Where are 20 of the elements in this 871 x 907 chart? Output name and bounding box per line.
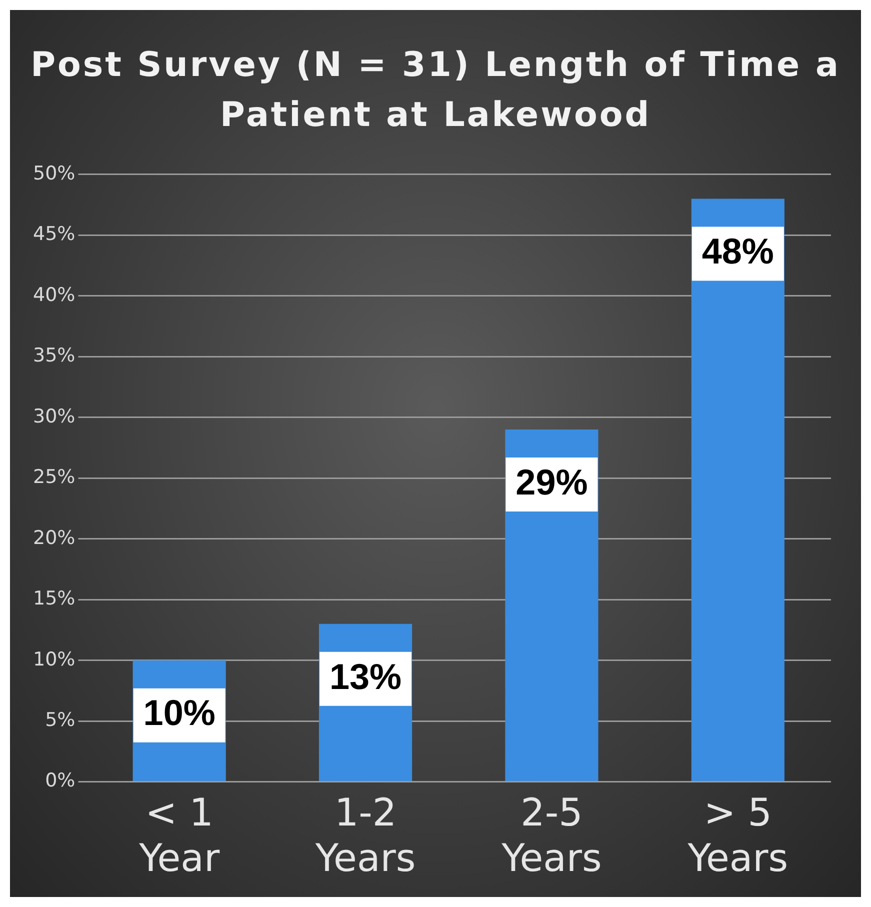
data-label: 10% xyxy=(143,692,216,734)
y-tick-label: 5% xyxy=(45,708,76,731)
data-label: 48% xyxy=(702,230,774,272)
y-tick-label: 45% xyxy=(32,223,76,246)
y-tick-label: 50% xyxy=(32,162,76,184)
y-tick-label: 15% xyxy=(32,588,76,610)
x-tick-label: 2-5 Years xyxy=(500,790,602,880)
x-tick-label: < 1 Year xyxy=(138,790,220,880)
y-tick-label: 20% xyxy=(32,526,76,549)
y-tick-label: 35% xyxy=(32,344,76,367)
y-tick-label: 30% xyxy=(32,405,76,428)
y-tick-label: 25% xyxy=(32,466,76,488)
data-label: 29% xyxy=(516,461,588,502)
x-tick-label: > 5 Years xyxy=(686,790,788,880)
data-label: 13% xyxy=(329,656,402,697)
y-tick-label: 0% xyxy=(45,770,76,792)
chart-title: Post Survey (N = 31) Length of Time a Patient at Lakewood xyxy=(30,44,842,137)
y-tick-label: 40% xyxy=(32,284,76,306)
x-tick-label: 1-2 Years xyxy=(314,790,416,880)
y-tick-label: 10% xyxy=(32,648,76,670)
